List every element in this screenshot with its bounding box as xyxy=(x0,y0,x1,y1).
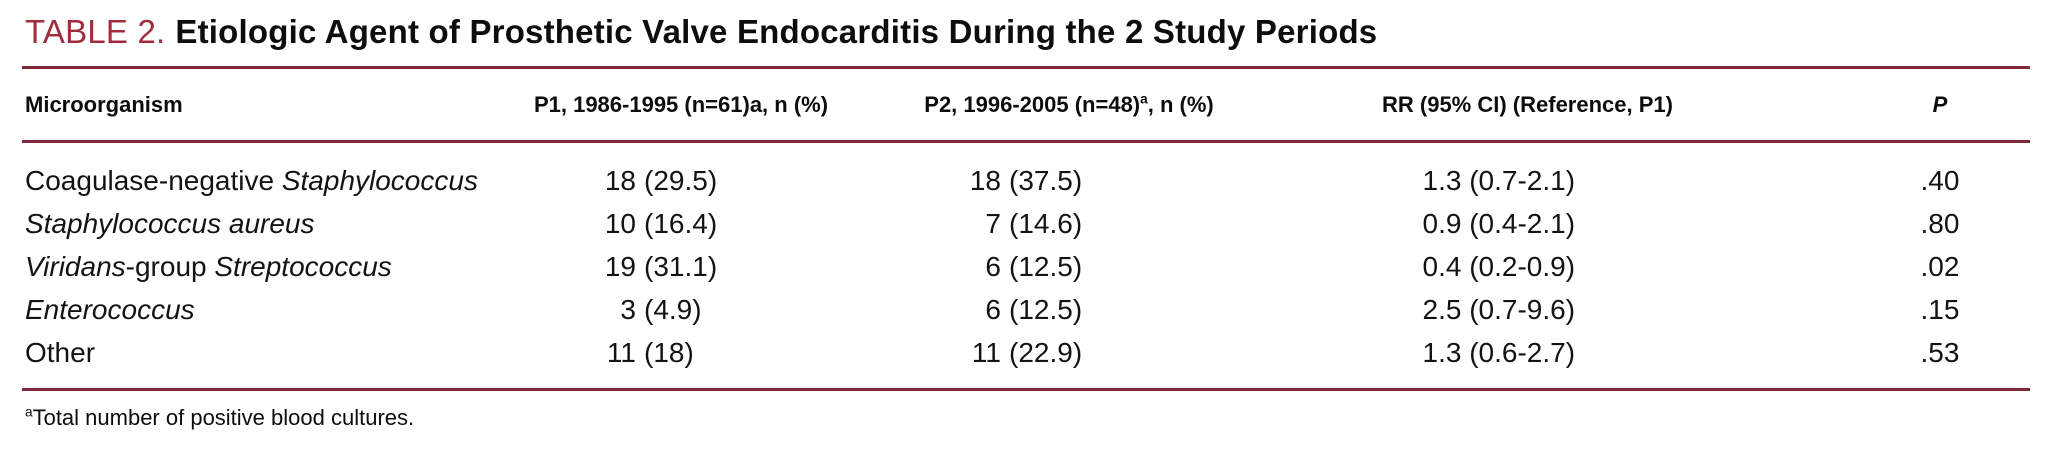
p1-percent: (18) xyxy=(644,337,694,368)
cell-p2-n-pct: 6 (12.5) xyxy=(857,288,1295,331)
col-header-p2: P2, 1996-2005 (n=48)a, n (%) xyxy=(857,66,1295,143)
p2-value-block: 18 (37.5) xyxy=(961,159,1191,202)
cell-p-value: .40 xyxy=(1920,165,1960,196)
table-title-text: Etiologic Agent of Prosthetic Valve Endo… xyxy=(175,13,1378,50)
cell-p1-n-pct: 3 (4.9) xyxy=(505,288,857,331)
cell-rr-ci: 0.4 (0.2-0.9) xyxy=(1295,245,1850,288)
cell-p1-n-pct: 18 (29.5) xyxy=(505,142,857,203)
p2-count: 11 xyxy=(971,337,1001,368)
text-part: RR (95% CI) (Reference, P1) xyxy=(1382,92,1673,117)
p2-value-block: 11 (22.9) xyxy=(961,331,1191,374)
p1-value-block: 18 (29.5) xyxy=(596,159,766,202)
p1-value-block: 10 (16.4) xyxy=(596,202,766,245)
footnote-text: Total number of positive blood cultures. xyxy=(32,405,415,430)
cell-microorganism: Staphylococcus aureus xyxy=(22,202,505,245)
table-number-label: TABLE 2. xyxy=(25,13,166,50)
cell-microorganism: Viridans-group Streptococcus xyxy=(22,245,505,288)
italic-text-part: Viridans xyxy=(25,251,126,282)
text-part: -group xyxy=(125,251,215,282)
italic-text-part: Staphylococcus xyxy=(281,165,478,196)
table-row: Other 11 (18) 11 (22.9) 1.3 (0.6-2.7) .53 xyxy=(22,331,2030,390)
p2-percent: (22.9) xyxy=(1009,337,1083,368)
cell-p2-n-pct: 18 (37.5) xyxy=(857,142,1295,203)
italic-text-part: Staphylococcus aureus xyxy=(25,208,315,239)
text-part: Coagulase-negative xyxy=(25,165,282,196)
header-row: Microorganism P1, 1986-1995 (n=61)a, n (%… xyxy=(22,66,2030,143)
table-row: Coagulase-negative Staphylococcus 18 (29.5… xyxy=(22,142,2030,203)
italic-text-part: Enterococcus xyxy=(25,294,195,325)
cell-p-value: .53 xyxy=(1920,337,1960,368)
p2-count: 18 xyxy=(969,165,1001,196)
cell-rr-ci: 1.3 (0.6-2.7) xyxy=(1295,331,1850,390)
p2-value-block: 7 (14.6) xyxy=(961,202,1191,245)
text-part: P1, 1986-1995 (n=61)a, n (%) xyxy=(533,92,829,117)
cell-microorganism: Enterococcus xyxy=(22,288,505,331)
p1-percent: (16.4) xyxy=(644,208,718,239)
p2-count: 7 xyxy=(985,208,1001,239)
p2-percent: (12.5) xyxy=(1009,294,1083,325)
table-figure: TABLE 2. Etiologic Agent of Prosthetic Va… xyxy=(22,10,2040,431)
p2-count: 6 xyxy=(985,294,1001,325)
cell-p2-n-pct: 11 (22.9) xyxy=(857,331,1295,390)
table-footnote: aTotal number of positive blood cultures… xyxy=(22,391,2040,431)
p1-count: 18 xyxy=(604,165,636,196)
cell-p1-n-pct: 19 (31.1) xyxy=(505,245,857,288)
text-part: Other xyxy=(25,337,96,368)
p1-value-block: 3 (4.9) xyxy=(596,288,766,331)
italic-text-part: P xyxy=(1932,92,1948,117)
text-part: P2, 1996-2005 (n=48) xyxy=(924,92,1141,117)
p1-count: 11 xyxy=(606,337,636,368)
p2-value-block: 6 (12.5) xyxy=(961,288,1191,331)
p1-percent: (29.5) xyxy=(644,165,718,196)
cell-p-value: .15 xyxy=(1920,294,1960,325)
p1-value-block: 11 (18) xyxy=(596,331,766,374)
table-row: Enterococcus 3 (4.9) 6 (12.5) 2.5 (0.7-9.6) .1… xyxy=(22,288,2030,331)
p2-percent: (37.5) xyxy=(1009,165,1083,196)
table-row: Viridans-group Streptococcus 19 (31.1) 6 (12… xyxy=(22,245,2030,288)
cell-rr-ci: 1.3 (0.7-2.1) xyxy=(1295,142,1850,203)
cell-p1-n-pct: 11 (18) xyxy=(505,331,857,390)
col-header-microorganism: Microorganism xyxy=(22,66,505,143)
p1-count: 3 xyxy=(620,294,636,325)
rr-value: 0.9 (0.4-2.1) xyxy=(1422,208,1576,239)
cell-microorganism: Other xyxy=(22,331,505,390)
cell-microorganism: Coagulase-negative Staphylococcus xyxy=(22,142,505,203)
p1-value-block: 19 (31.1) xyxy=(596,245,766,288)
p1-count: 19 xyxy=(604,251,636,282)
italic-text-part: Streptococcus xyxy=(214,251,392,282)
rr-value: 1.3 (0.6-2.7) xyxy=(1422,337,1576,368)
p2-percent: (12.5) xyxy=(1009,251,1083,282)
cell-p-value: .02 xyxy=(1920,251,1960,282)
p2-count: 6 xyxy=(985,251,1001,282)
col-header-p1: P1, 1986-1995 (n=61)a, n (%) xyxy=(505,66,857,143)
rr-value: 2.5 (0.7-9.6) xyxy=(1422,294,1576,325)
col-header-rr: RR (95% CI) (Reference, P1) xyxy=(1295,66,1850,143)
text-part: , n (%) xyxy=(1147,92,1214,117)
p1-percent: (4.9) xyxy=(644,294,702,325)
cell-p2-n-pct: 6 (12.5) xyxy=(857,245,1295,288)
superscript-marker: a xyxy=(1140,91,1148,107)
rr-value: 1.3 (0.7-2.1) xyxy=(1422,165,1576,196)
p1-percent: (31.1) xyxy=(644,251,718,282)
table-title: TABLE 2. Etiologic Agent of Prosthetic Va… xyxy=(22,10,2040,66)
table-row: Staphylococcus aureus 10 (16.4) 7 (14.6) 0.9 … xyxy=(22,202,2030,245)
p1-count: 10 xyxy=(604,208,636,239)
cell-p-value: .80 xyxy=(1920,208,1960,239)
rr-value: 0.4 (0.2-0.9) xyxy=(1422,251,1576,282)
cell-p2-n-pct: 7 (14.6) xyxy=(857,202,1295,245)
col-header-p: P xyxy=(1850,66,2030,143)
cell-p1-n-pct: 10 (16.4) xyxy=(505,202,857,245)
text-part: Microorganism xyxy=(25,92,183,117)
footnote-superscript-marker: a xyxy=(25,404,33,420)
cell-rr-ci: 2.5 (0.7-9.6) xyxy=(1295,288,1850,331)
p2-percent: (14.6) xyxy=(1009,208,1083,239)
p2-value-block: 6 (12.5) xyxy=(961,245,1191,288)
cell-rr-ci: 0.9 (0.4-2.1) xyxy=(1295,202,1850,245)
etiology-table: Microorganism P1, 1986-1995 (n=61)a, n (%… xyxy=(22,66,2030,391)
